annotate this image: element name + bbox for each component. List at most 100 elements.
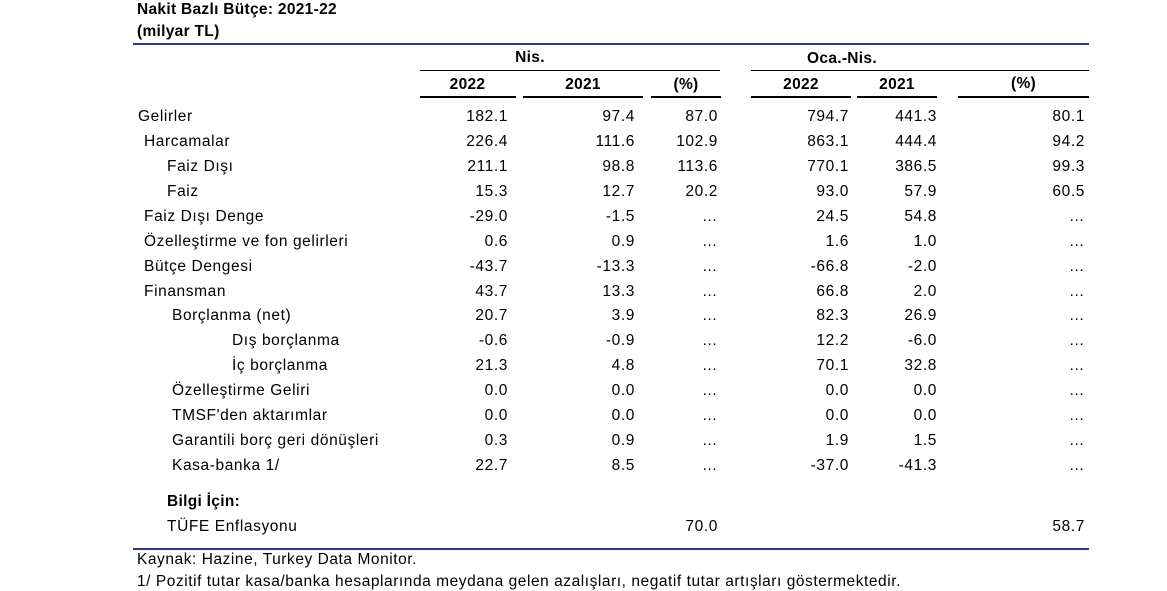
- val-pct-ytd: 94.2: [1052, 133, 1085, 150]
- row-label: Gelirler: [138, 108, 193, 125]
- val-2021-month: 0.9: [611, 432, 635, 449]
- val-2021-month: 111.6: [595, 133, 635, 150]
- val-2021-ytd: 0.0: [913, 382, 937, 399]
- val-2021-month: 0.9: [611, 233, 635, 250]
- val-2022-ytd: 794.7: [807, 108, 849, 125]
- col-underline-1: [420, 96, 516, 98]
- val-2022-month: 43.7: [475, 283, 508, 300]
- val-2021-ytd: -6.0: [907, 332, 937, 349]
- val-2022-month: -43.7: [469, 258, 508, 275]
- val-pct-ytd: 60.5: [1052, 183, 1085, 200]
- val-pct-ytd: …: [1068, 332, 1085, 349]
- val-pct-month: …: [701, 357, 718, 374]
- val-pct-month: …: [701, 407, 718, 424]
- val-pct-ytd: …: [1068, 357, 1085, 374]
- table-subtitle: (milyar TL): [137, 23, 220, 40]
- val-2022-ytd: 1.6: [825, 233, 849, 250]
- val-pct-month: …: [701, 307, 718, 324]
- val-2022-ytd: 82.3: [816, 307, 849, 324]
- val-2021-ytd: 1.0: [913, 233, 937, 250]
- val-2021-month: 98.8: [602, 158, 635, 175]
- row-label: Harcamalar: [144, 133, 231, 150]
- row-label: İç borçlanma: [232, 357, 328, 374]
- val-pct-month: 102.9: [676, 133, 718, 150]
- group-underline-right: [751, 70, 1089, 71]
- row-label: Faiz: [167, 183, 199, 200]
- val-2021-month: 13.3: [602, 283, 635, 300]
- val-2022-ytd: 1.9: [825, 432, 849, 449]
- val-2022-ytd: 93.0: [816, 183, 849, 200]
- val-2021-month: 0.0: [611, 382, 635, 399]
- val-2022-month: 20.7: [475, 307, 508, 324]
- val-2021-month: 12.7: [602, 183, 635, 200]
- val-2022-ytd: -66.8: [810, 258, 849, 275]
- val-2022-month: 0.3: [484, 432, 508, 449]
- val-2022-ytd: 0.0: [825, 382, 849, 399]
- row-label: Kasa-banka 1/: [172, 457, 280, 474]
- val-pct-ytd: …: [1068, 208, 1085, 225]
- col-header-2021-month: 2021: [565, 76, 601, 93]
- col-underline-2: [523, 96, 643, 98]
- top-rule: [133, 43, 1089, 45]
- val-pct-ytd: …: [1068, 382, 1085, 399]
- val-2021-ytd: 444.4: [895, 133, 937, 150]
- val-pct-ytd: 99.3: [1052, 158, 1085, 175]
- row-label: Faiz Dışı: [167, 158, 234, 175]
- group-underline-left: [420, 70, 720, 71]
- val-2022-month: 0.0: [484, 407, 508, 424]
- val-pct-month: 20.2: [685, 183, 718, 200]
- val-2021-month: -0.9: [605, 332, 635, 349]
- bottom-rule: [133, 548, 1089, 550]
- val-2021-ytd: 54.8: [904, 208, 937, 225]
- row-label: Özelleştirme Geliri: [172, 382, 311, 399]
- val-2021-ytd: 26.9: [904, 307, 937, 324]
- val-2021-month: -13.3: [596, 258, 635, 275]
- row-label: Faiz Dışı Denge: [144, 208, 265, 225]
- val-pct-ytd: 80.1: [1052, 108, 1085, 125]
- val-pct-ytd: …: [1068, 258, 1085, 275]
- val-pct-month: …: [701, 432, 718, 449]
- col-underline-6: [958, 96, 1089, 98]
- val-2021-month: 97.4: [602, 108, 635, 125]
- info-row-pct-month: 70.0: [685, 518, 718, 535]
- val-2021-month: 8.5: [611, 457, 635, 474]
- footnote: 1/ Pozitif tutar kasa/banka hesaplarında…: [137, 573, 901, 590]
- val-pct-month: 113.6: [677, 158, 718, 175]
- val-pct-month: …: [701, 208, 718, 225]
- val-2021-ytd: 386.5: [895, 158, 937, 175]
- col-header-pct-ytd: (%): [1010, 75, 1036, 92]
- val-2022-month: 0.0: [484, 382, 508, 399]
- val-pct-month: …: [701, 233, 718, 250]
- val-2021-ytd: -2.0: [907, 258, 937, 275]
- val-pct-month: 87.0: [685, 108, 718, 125]
- row-label: Dış borçlanma: [232, 332, 340, 349]
- val-pct-ytd: …: [1068, 457, 1085, 474]
- val-pct-month: …: [701, 332, 718, 349]
- val-pct-month: …: [701, 457, 718, 474]
- group-header-month: Nis.: [515, 49, 545, 66]
- group-header-ytd: Oca.-Nis.: [807, 50, 877, 67]
- val-2022-month: 0.6: [484, 233, 508, 250]
- val-pct-month: …: [701, 283, 718, 300]
- val-pct-month: …: [701, 258, 718, 275]
- val-2022-ytd: 770.1: [807, 158, 849, 175]
- source-note: Kaynak: Hazine, Turkey Data Monitor.: [137, 551, 417, 568]
- val-2022-ytd: 12.2: [816, 332, 849, 349]
- val-2021-ytd: 57.9: [904, 183, 937, 200]
- val-2021-month: 0.0: [611, 407, 635, 424]
- row-label: Finansman: [144, 283, 227, 300]
- col-underline-4: [751, 96, 851, 98]
- val-2022-month: -0.6: [478, 332, 508, 349]
- val-2021-month: 3.9: [611, 307, 635, 324]
- val-2021-ytd: 32.8: [904, 357, 937, 374]
- val-2021-ytd: 2.0: [913, 283, 937, 300]
- val-2022-month: 22.7: [475, 457, 508, 474]
- val-2021-month: -1.5: [605, 208, 635, 225]
- val-2022-ytd: 24.5: [816, 208, 849, 225]
- val-2022-ytd: 66.8: [816, 283, 849, 300]
- val-2021-ytd: -41.3: [898, 457, 937, 474]
- val-2022-month: -29.0: [469, 208, 508, 225]
- col-header-pct-month: (%): [673, 76, 699, 93]
- val-2022-month: 21.3: [475, 357, 508, 374]
- row-label: TMSF'den aktarımlar: [172, 407, 328, 424]
